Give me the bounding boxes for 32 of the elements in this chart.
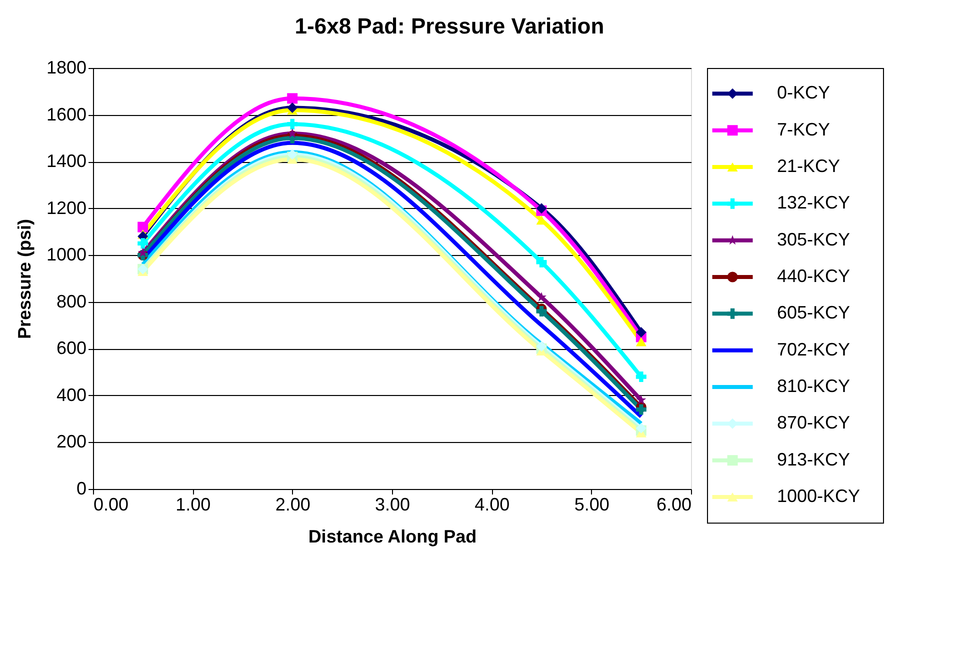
legend-label: 702-KCY — [777, 339, 850, 360]
y-tick-label: 1000 — [46, 244, 86, 265]
legend-label: 1000-KCY — [777, 486, 860, 506]
y-tick-label: 800 — [56, 291, 86, 312]
x-axis-title: Distance Along Pad — [308, 526, 477, 546]
x-tick-label: 6.00 — [656, 494, 692, 514]
legend-label: 0-KCY — [777, 82, 830, 103]
legend-label: 913-KCY — [777, 449, 850, 470]
y-tick-label: 600 — [56, 338, 86, 358]
legend-label: 870-KCY — [777, 412, 850, 433]
x-tick-label: 1.00 — [176, 494, 211, 514]
legend-label: 7-KCY — [777, 119, 830, 140]
x-tick-label: 5.00 — [574, 494, 610, 514]
y-tick-label: 0 — [76, 478, 86, 498]
y-axis-title: Pressure (psi) — [14, 218, 34, 340]
legend-label: 305-KCY — [777, 229, 850, 250]
legend-label: 605-KCY — [777, 302, 850, 323]
y-tick-label: 200 — [56, 432, 86, 452]
y-tick-label: 400 — [56, 384, 86, 405]
legend-label: 132-KCY — [777, 192, 850, 213]
chart-title: 1-6x8 Pad: Pressure Variation — [294, 14, 604, 38]
legend-label: 810-KCY — [777, 376, 850, 396]
x-tick-label: 4.00 — [474, 494, 510, 514]
y-tick-label: 1200 — [46, 198, 86, 218]
y-tick-label: 1800 — [46, 58, 86, 78]
y-tick-label: 1600 — [46, 104, 86, 124]
y-tick-label: 1400 — [46, 151, 86, 172]
x-tick-label: 3.00 — [374, 494, 410, 514]
x-tick-label: 2.00 — [275, 494, 310, 514]
legend-label: 440-KCY — [777, 266, 850, 286]
x-tick-label: 0.00 — [94, 494, 129, 514]
legend-label: 21-KCY — [777, 156, 840, 176]
